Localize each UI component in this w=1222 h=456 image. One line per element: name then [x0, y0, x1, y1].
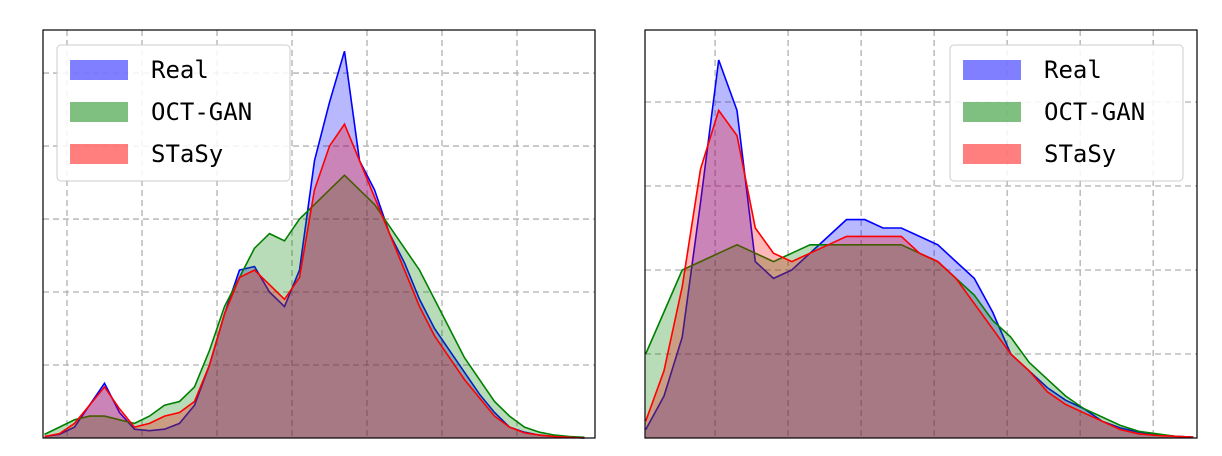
- legend-swatch: [70, 144, 128, 164]
- area-fill: [645, 60, 1194, 438]
- legend-swatch: [70, 60, 128, 80]
- legend-label: STaSy: [151, 140, 223, 168]
- legend-swatch: [70, 102, 128, 122]
- legend-label: STaSy: [1044, 140, 1116, 168]
- area-line: [644, 108, 1194, 438]
- area-line: [44, 122, 585, 439]
- legend-swatch: [963, 60, 1021, 80]
- plot-frame: [42, 29, 596, 439]
- chart-panel: Real OCT-GAN STaSy: [644, 29, 1198, 439]
- area-fill: [44, 175, 585, 438]
- area-fill: [645, 244, 1194, 438]
- area-line: [44, 50, 585, 439]
- area-fill: [44, 51, 585, 438]
- legend-label: OCT-GAN: [151, 98, 252, 126]
- plot-frame: [644, 29, 1198, 439]
- legend-label: Real: [151, 56, 209, 84]
- chart-panel: Real OCT-GAN STaSy: [42, 29, 596, 439]
- legend-label: OCT-GAN: [1044, 98, 1145, 126]
- area-fill: [44, 124, 585, 438]
- legend-label: Real: [1044, 56, 1102, 84]
- area-fill: [645, 110, 1194, 439]
- area-line: [44, 174, 585, 439]
- legend-swatch: [963, 102, 1021, 122]
- legend-swatch: [963, 144, 1021, 164]
